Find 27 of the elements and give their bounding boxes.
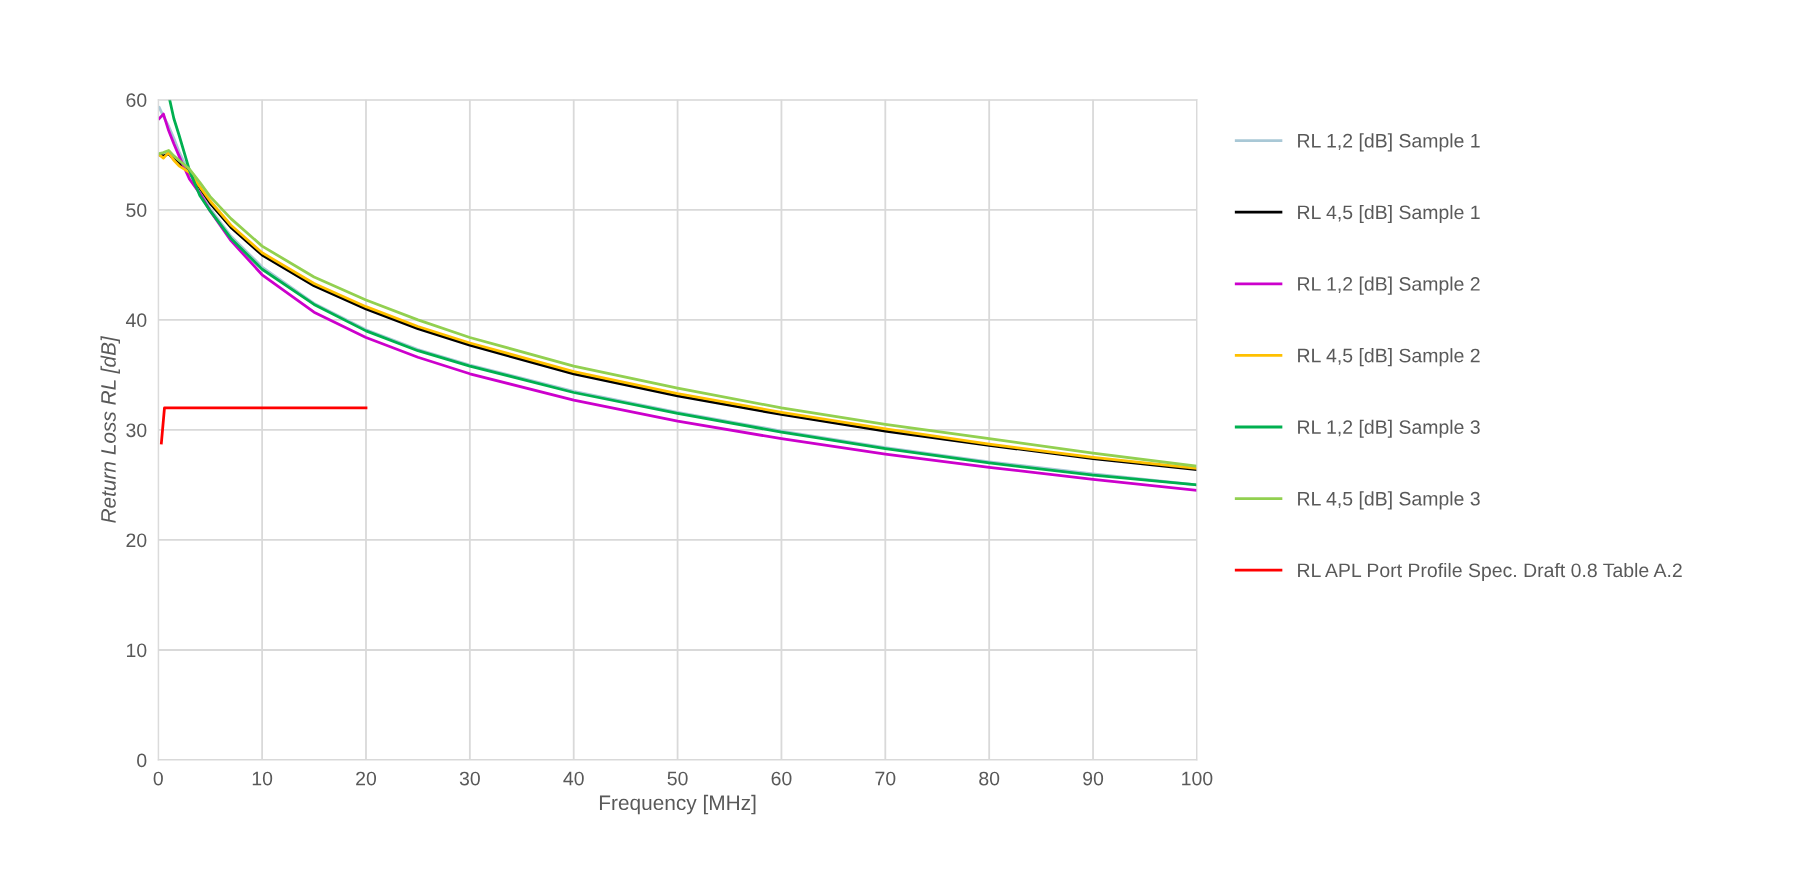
legend-label: RL 1,2 [dB] Sample 1	[1298, 133, 1480, 152]
x-tick-label: 100	[1182, 771, 1213, 786]
legend-label: RL 4,5 [dB] Sample 1	[1298, 204, 1480, 224]
x-tick-label: 60	[771, 771, 792, 786]
x-tick-label: 80	[979, 771, 1000, 786]
x-axis-title: Frequency [MHz]	[599, 794, 756, 815]
x-tick-label: 70	[875, 771, 896, 786]
legend-label: RL APL Port Profile Spec. Draft 0.8 Table A.2	[1298, 562, 1682, 582]
x-tick-label: 90	[1083, 771, 1104, 786]
y-tick-label: 30	[126, 423, 147, 438]
x-tick-label: 10	[252, 771, 273, 786]
legend-label: RL 1,2 [dB] Sample 3	[1298, 419, 1480, 438]
y-tick-label: 0	[137, 753, 147, 768]
legend-label: RL 1,2 [dB] Sample 2	[1298, 276, 1480, 295]
y-axis-title: Return Loss RL [dB]	[100, 335, 120, 523]
x-tick-label: 20	[356, 771, 377, 786]
legend-label: RL 4,5 [dB] Sample 3	[1298, 491, 1480, 510]
legend-label: RL 4,5 [dB] Sample 2	[1298, 348, 1480, 367]
y-tick-label: 40	[125, 313, 147, 328]
x-tick-label: 40	[563, 771, 584, 786]
y-tick-label: 10	[127, 643, 147, 658]
y-tick-label: 20	[126, 533, 147, 548]
y-tick-label: 50	[126, 203, 147, 218]
y-tick-label: 60	[126, 93, 147, 108]
x-tick-label: 50	[667, 771, 688, 786]
x-tick-label: 30	[459, 771, 480, 786]
x-tick-label: 0	[153, 771, 163, 786]
